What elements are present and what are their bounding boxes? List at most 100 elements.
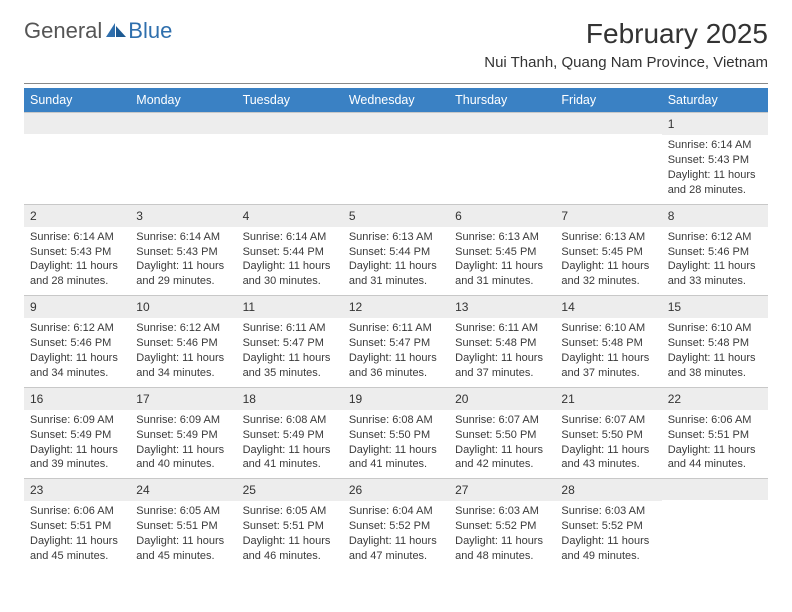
day-number: 17	[130, 387, 236, 410]
sunset-line: Sunset: 5:46 PM	[136, 336, 230, 351]
day-number: 14	[555, 295, 661, 318]
daylight-line: Daylight: 11 hours and 28 minutes.	[30, 259, 124, 289]
day-details: Sunrise: 6:12 AMSunset: 5:46 PMDaylight:…	[24, 318, 130, 386]
sunrise-line: Sunrise: 6:05 AM	[243, 504, 337, 519]
calendar-week-row: 9Sunrise: 6:12 AMSunset: 5:46 PMDaylight…	[24, 295, 768, 387]
daylight-line: Daylight: 11 hours and 30 minutes.	[243, 259, 337, 289]
day-number: 5	[343, 204, 449, 227]
daylight-line: Daylight: 11 hours and 41 minutes.	[243, 443, 337, 473]
day-number: 8	[662, 204, 768, 227]
sunset-line: Sunset: 5:44 PM	[349, 245, 443, 260]
day-number: 16	[24, 387, 130, 410]
calendar-cell: 20Sunrise: 6:07 AMSunset: 5:50 PMDayligh…	[449, 387, 555, 479]
day-number: 28	[555, 478, 661, 501]
sunrise-line: Sunrise: 6:13 AM	[349, 230, 443, 245]
day-details: Sunrise: 6:11 AMSunset: 5:47 PMDaylight:…	[343, 318, 449, 386]
calendar-cell: 10Sunrise: 6:12 AMSunset: 5:46 PMDayligh…	[130, 295, 236, 387]
day-details: Sunrise: 6:12 AMSunset: 5:46 PMDaylight:…	[662, 227, 768, 295]
sunrise-line: Sunrise: 6:12 AM	[668, 230, 762, 245]
calendar-cell	[555, 112, 661, 204]
daylight-line: Daylight: 11 hours and 32 minutes.	[561, 259, 655, 289]
sunrise-line: Sunrise: 6:06 AM	[668, 413, 762, 428]
day-number: 12	[343, 295, 449, 318]
day-number: 19	[343, 387, 449, 410]
page-title: February 2025	[484, 18, 768, 50]
daylight-line: Daylight: 11 hours and 35 minutes.	[243, 351, 337, 381]
sunset-line: Sunset: 5:46 PM	[30, 336, 124, 351]
sunrise-line: Sunrise: 6:03 AM	[455, 504, 549, 519]
daylight-line: Daylight: 11 hours and 37 minutes.	[561, 351, 655, 381]
day-number: 22	[662, 387, 768, 410]
sunrise-line: Sunrise: 6:11 AM	[243, 321, 337, 336]
daylight-line: Daylight: 11 hours and 47 minutes.	[349, 534, 443, 564]
sunset-line: Sunset: 5:49 PM	[30, 428, 124, 443]
daylight-line: Daylight: 11 hours and 28 minutes.	[668, 168, 762, 198]
sunrise-line: Sunrise: 6:14 AM	[668, 138, 762, 153]
sunrise-line: Sunrise: 6:07 AM	[561, 413, 655, 428]
weekday-header: Saturday	[662, 88, 768, 112]
daylight-line: Daylight: 11 hours and 38 minutes.	[668, 351, 762, 381]
sunrise-line: Sunrise: 6:08 AM	[243, 413, 337, 428]
day-details: Sunrise: 6:04 AMSunset: 5:52 PMDaylight:…	[343, 501, 449, 569]
daylight-line: Daylight: 11 hours and 45 minutes.	[136, 534, 230, 564]
calendar-cell: 22Sunrise: 6:06 AMSunset: 5:51 PMDayligh…	[662, 387, 768, 479]
sunset-line: Sunset: 5:48 PM	[668, 336, 762, 351]
sunrise-line: Sunrise: 6:13 AM	[561, 230, 655, 245]
day-number: 26	[343, 478, 449, 501]
daylight-line: Daylight: 11 hours and 37 minutes.	[455, 351, 549, 381]
day-details: Sunrise: 6:09 AMSunset: 5:49 PMDaylight:…	[130, 410, 236, 478]
sunset-line: Sunset: 5:45 PM	[455, 245, 549, 260]
calendar-cell: 25Sunrise: 6:05 AMSunset: 5:51 PMDayligh…	[237, 478, 343, 570]
calendar-cell: 4Sunrise: 6:14 AMSunset: 5:44 PMDaylight…	[237, 204, 343, 296]
day-number: 9	[24, 295, 130, 318]
calendar-cell	[449, 112, 555, 204]
sunset-line: Sunset: 5:48 PM	[561, 336, 655, 351]
calendar-cell: 28Sunrise: 6:03 AMSunset: 5:52 PMDayligh…	[555, 478, 661, 570]
weekday-header-row: SundayMondayTuesdayWednesdayThursdayFrid…	[24, 88, 768, 112]
sunrise-line: Sunrise: 6:10 AM	[561, 321, 655, 336]
daylight-line: Daylight: 11 hours and 43 minutes.	[561, 443, 655, 473]
weekday-header: Sunday	[24, 88, 130, 112]
day-details: Sunrise: 6:09 AMSunset: 5:49 PMDaylight:…	[24, 410, 130, 478]
brand-logo: General Blue	[24, 18, 172, 44]
weekday-header: Monday	[130, 88, 236, 112]
daylight-line: Daylight: 11 hours and 36 minutes.	[349, 351, 443, 381]
daylight-line: Daylight: 11 hours and 31 minutes.	[455, 259, 549, 289]
sunrise-line: Sunrise: 6:10 AM	[668, 321, 762, 336]
day-details: Sunrise: 6:08 AMSunset: 5:50 PMDaylight:…	[343, 410, 449, 478]
sunset-line: Sunset: 5:51 PM	[668, 428, 762, 443]
day-details: Sunrise: 6:10 AMSunset: 5:48 PMDaylight:…	[555, 318, 661, 386]
weekday-header: Tuesday	[237, 88, 343, 112]
calendar-cell: 17Sunrise: 6:09 AMSunset: 5:49 PMDayligh…	[130, 387, 236, 479]
day-number: 18	[237, 387, 343, 410]
brand-blue: Blue	[128, 18, 172, 44]
empty-day	[237, 112, 343, 134]
calendar-cell: 23Sunrise: 6:06 AMSunset: 5:51 PMDayligh…	[24, 478, 130, 570]
daylight-line: Daylight: 11 hours and 46 minutes.	[243, 534, 337, 564]
sunset-line: Sunset: 5:52 PM	[349, 519, 443, 534]
sunset-line: Sunset: 5:48 PM	[455, 336, 549, 351]
daylight-line: Daylight: 11 hours and 49 minutes.	[561, 534, 655, 564]
day-details: Sunrise: 6:06 AMSunset: 5:51 PMDaylight:…	[662, 410, 768, 478]
day-number: 10	[130, 295, 236, 318]
sunrise-line: Sunrise: 6:07 AM	[455, 413, 549, 428]
calendar-cell: 27Sunrise: 6:03 AMSunset: 5:52 PMDayligh…	[449, 478, 555, 570]
sunset-line: Sunset: 5:47 PM	[243, 336, 337, 351]
day-details: Sunrise: 6:11 AMSunset: 5:48 PMDaylight:…	[449, 318, 555, 386]
sunrise-line: Sunrise: 6:11 AM	[455, 321, 549, 336]
calendar-cell: 5Sunrise: 6:13 AMSunset: 5:44 PMDaylight…	[343, 204, 449, 296]
calendar-cell: 12Sunrise: 6:11 AMSunset: 5:47 PMDayligh…	[343, 295, 449, 387]
day-details: Sunrise: 6:03 AMSunset: 5:52 PMDaylight:…	[555, 501, 661, 569]
day-number: 7	[555, 204, 661, 227]
empty-day	[343, 112, 449, 134]
day-details: Sunrise: 6:13 AMSunset: 5:45 PMDaylight:…	[555, 227, 661, 295]
sunrise-line: Sunrise: 6:14 AM	[136, 230, 230, 245]
daylight-line: Daylight: 11 hours and 48 minutes.	[455, 534, 549, 564]
calendar-cell: 13Sunrise: 6:11 AMSunset: 5:48 PMDayligh…	[449, 295, 555, 387]
sunrise-line: Sunrise: 6:03 AM	[561, 504, 655, 519]
sunset-line: Sunset: 5:44 PM	[243, 245, 337, 260]
sunset-line: Sunset: 5:46 PM	[668, 245, 762, 260]
calendar-cell: 19Sunrise: 6:08 AMSunset: 5:50 PMDayligh…	[343, 387, 449, 479]
empty-day	[24, 112, 130, 134]
calendar-cell: 8Sunrise: 6:12 AMSunset: 5:46 PMDaylight…	[662, 204, 768, 296]
